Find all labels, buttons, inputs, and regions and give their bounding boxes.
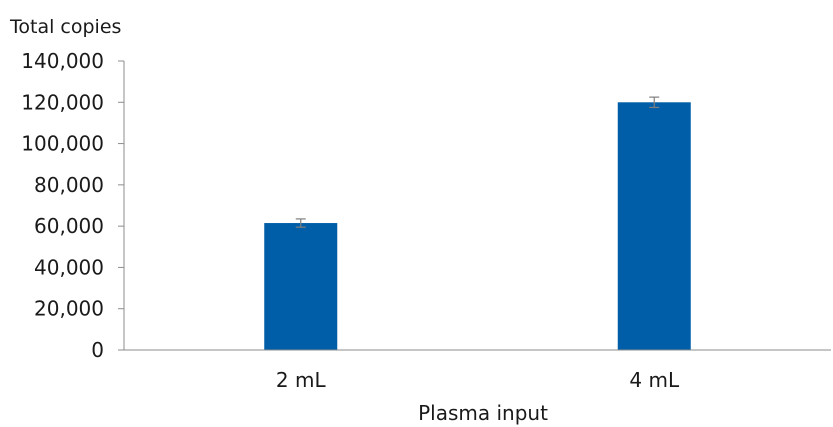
x-tick-label: 2 mL (276, 368, 327, 392)
y-tick-label: 80,000 (34, 173, 104, 197)
bar (617, 102, 691, 351)
y-tick-label: 40,000 (34, 255, 104, 279)
y-tick-label: 0 (91, 338, 104, 362)
bars (264, 96, 691, 351)
x-axis: 2 mL 4 mL (276, 368, 680, 392)
y-tick-label: 20,000 (34, 297, 104, 321)
y-tick-label: 100,000 (21, 132, 104, 156)
y-tick-label: 140,000 (21, 49, 104, 73)
x-axis-title: Plasma input (418, 401, 548, 425)
y-tick-label: 120,000 (21, 90, 104, 114)
error-bar (295, 218, 306, 228)
y-axis-title: Total copies (9, 16, 121, 38)
x-tick-label: 4 mL (629, 368, 680, 392)
y-axis: 0 20,000 40,000 60,000 80,000 100,000 120,000 1… (21, 49, 125, 362)
y-tick-label: 60,000 (34, 214, 104, 238)
error-bar (649, 96, 660, 109)
bar (264, 223, 338, 350)
